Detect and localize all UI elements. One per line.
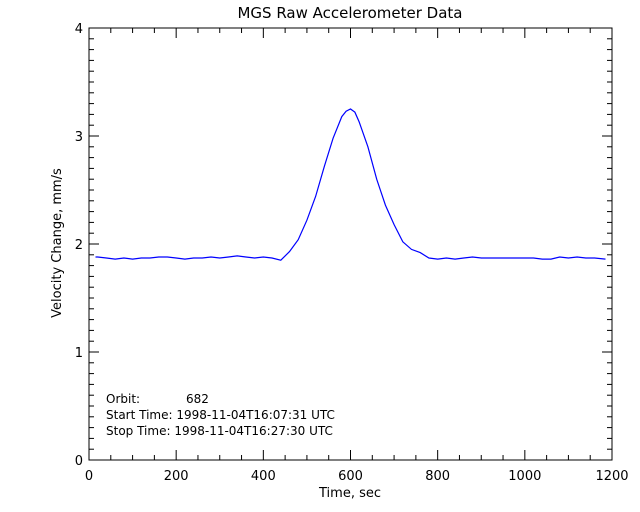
series-line bbox=[95, 108, 606, 261]
y-tick-label: 3 bbox=[75, 130, 83, 145]
plot-frame bbox=[88, 27, 613, 461]
x-tick-label: 600 bbox=[338, 469, 363, 484]
x-tick-label: 800 bbox=[425, 469, 450, 484]
x-tick-label: 200 bbox=[164, 469, 189, 484]
x-tick-label: 1000 bbox=[508, 469, 541, 484]
x-tick-label: 0 bbox=[85, 469, 93, 484]
x-tick-label: 1200 bbox=[595, 469, 628, 484]
orbit-value: 682 bbox=[186, 392, 209, 406]
start-time: Start Time: 1998-11-04T16:07:31 UTC bbox=[106, 408, 335, 422]
y-axis-label: Velocity Change, mm/s bbox=[50, 168, 65, 318]
axes: 0 200 400 600 800 1000 1200 0 1 2 3 4 bbox=[75, 22, 629, 484]
x-tick-label: 400 bbox=[251, 469, 276, 484]
y-tick-label: 4 bbox=[75, 22, 83, 37]
y-tick-label: 1 bbox=[75, 346, 83, 361]
x-axis-label: Time, sec bbox=[318, 486, 381, 501]
stop-time: Stop Time: 1998-11-04T16:27:30 UTC bbox=[106, 424, 333, 438]
y-tick-label: 0 bbox=[75, 454, 83, 469]
chart-title: MGS Raw Accelerometer Data bbox=[237, 4, 462, 22]
orbit-label: Orbit: bbox=[106, 392, 140, 406]
y-tick-label: 2 bbox=[75, 238, 83, 253]
